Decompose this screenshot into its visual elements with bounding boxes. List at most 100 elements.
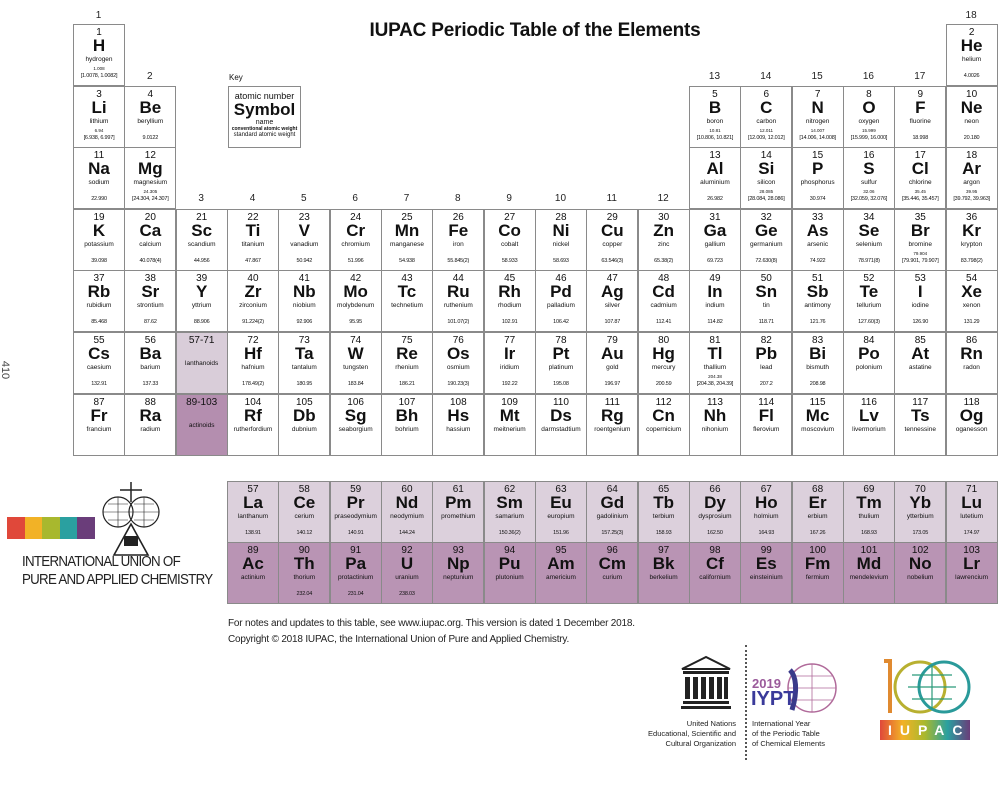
element-cell-ce[interactable]: 58 Ce cerium 140.12 [278,481,331,543]
element-cell-rg[interactable]: 111 Rg roentgenium [586,393,639,456]
element-cell-lr[interactable]: 103 Lr lawrencium [945,542,998,604]
element-cell-ts[interactable]: 117 Ts tennessine [894,393,947,456]
element-cell-pa[interactable]: 91 Pa protactinium 231.04 [329,542,382,604]
element-cell-lv[interactable]: 116 Lv livermorium [842,393,895,456]
element-cell-mn[interactable]: 25 Mn manganese 54.938 [380,208,433,271]
element-cell-ra[interactable]: 88 Ra radium [124,393,177,456]
element-cell-cl[interactable]: 17 Cl chlorine 35.45 [35.446, 35.457] [894,147,947,210]
element-cell-re[interactable]: 75 Re rhenium 186.21 [380,332,433,394]
element-cell-md[interactable]: 101 Md mendelevium [842,542,895,604]
element-cell-hf[interactable]: 72 Hf hafnium 178.49(2) [226,332,279,394]
element-cell-sm[interactable]: 62 Sm samarium 150.36(2) [483,481,536,543]
element-cell-sn[interactable]: 50 Sn tin 118.71 [740,270,793,333]
lanthanoids-placeholder[interactable]: 57-71 lanthanoids [175,332,228,394]
element-cell-pr[interactable]: 59 Pr praseodymium 140.91 [329,481,382,543]
element-cell-au[interactable]: 79 Au gold 196.97 [586,332,639,394]
element-cell-ni[interactable]: 28 Ni nickel 58.693 [534,208,587,271]
element-cell-cf[interactable]: 98 Cf californium [688,542,741,604]
element-cell-cd[interactable]: 48 Cd cadmium 112.41 [637,270,690,333]
element-cell-tm[interactable]: 69 Tm thulium 168.93 [842,481,895,543]
element-cell-bi[interactable]: 83 Bi bismuth 208.98 [791,332,844,394]
element-cell-nb[interactable]: 41 Nb niobium 92.906 [278,270,331,333]
element-cell-ir[interactable]: 77 Ir iridium 192.22 [483,332,536,394]
element-cell-og[interactable]: 118 Og oganesson [945,393,998,456]
element-cell-ge[interactable]: 32 Ge germanium 72.630(8) [740,208,793,271]
element-cell-er[interactable]: 68 Er erbium 167.26 [791,481,844,543]
element-cell-cu[interactable]: 29 Cu copper 63.546(3) [586,208,639,271]
element-cell-in[interactable]: 49 In indium 114.82 [688,270,741,333]
element-cell-la[interactable]: 57 La lanthanum 138.91 [226,481,279,543]
element-cell-cs[interactable]: 55 Cs caesium 132.91 [73,332,125,394]
element-cell-cm[interactable]: 96 Cm curium [586,542,639,604]
element-cell-am[interactable]: 95 Am americium [534,542,587,604]
element-cell-mc[interactable]: 115 Mc moscovium [791,393,844,456]
element-cell-he[interactable]: 2 He helium 4.0026 [945,24,998,86]
element-cell-mt[interactable]: 109 Mt meitnerium [483,393,536,456]
element-cell-bk[interactable]: 97 Bk berkelium [637,542,690,604]
element-cell-cn[interactable]: 112 Cn copernicium [637,393,690,456]
element-cell-no[interactable]: 102 No nobelium [894,542,947,604]
element-cell-po[interactable]: 84 Po polonium [842,332,895,394]
element-cell-ti[interactable]: 22 Ti titanium 47.867 [226,208,279,271]
element-cell-pm[interactable]: 61 Pm promethium [432,481,485,543]
element-cell-rn[interactable]: 86 Rn radon [945,332,998,394]
element-cell-xe[interactable]: 54 Xe xenon 131.29 [945,270,998,333]
element-cell-ta[interactable]: 73 Ta tantalum 180.95 [278,332,331,394]
element-cell-te[interactable]: 52 Te tellurium 127.60(3) [842,270,895,333]
element-cell-rf[interactable]: 104 Rf rutherfordium [226,393,279,456]
element-cell-be[interactable]: 4 Be beryllium 9.0122 [124,85,177,148]
element-cell-sc[interactable]: 21 Sc scandium 44.956 [175,208,228,271]
element-cell-hg[interactable]: 80 Hg mercury 200.59 [637,332,690,394]
element-cell-kr[interactable]: 36 Kr krypton 83.798(2) [945,208,998,271]
element-cell-fe[interactable]: 26 Fe iron 55.845(2) [432,208,485,271]
element-cell-fl[interactable]: 114 Fl flerovium [740,393,793,456]
element-cell-co[interactable]: 27 Co cobalt 58.933 [483,208,536,271]
element-cell-ar[interactable]: 18 Ar argon 39.95 [39.792, 39.963] [945,147,998,210]
element-cell-os[interactable]: 76 Os osmium 190.23(3) [432,332,485,394]
element-cell-nd[interactable]: 60 Nd neodymium 144.24 [380,481,433,543]
element-cell-sr[interactable]: 38 Sr strontium 87.62 [124,270,177,333]
element-cell-ru[interactable]: 44 Ru ruthenium 101.07(2) [432,270,485,333]
element-cell-ds[interactable]: 110 Ds darmstadtium [534,393,587,456]
element-cell-ac[interactable]: 89 Ac actinium [226,542,279,604]
element-cell-ba[interactable]: 56 Ba barium 137.33 [124,332,177,394]
element-cell-tl[interactable]: 81 Tl thallium 204.38 [204.38, 204.39] [688,332,741,394]
element-cell-yb[interactable]: 70 Yb ytterbium 173.05 [894,481,947,543]
element-cell-pb[interactable]: 82 Pb lead 207.2 [740,332,793,394]
element-cell-pt[interactable]: 78 Pt platinum 195.08 [534,332,587,394]
element-cell-ga[interactable]: 31 Ga gallium 69.723 [688,208,741,271]
element-cell-mo[interactable]: 42 Mo molybdenum 95.95 [329,270,382,333]
element-cell-br[interactable]: 35 Br bromine 79.904 [79.901, 79.907] [894,208,947,271]
element-cell-as[interactable]: 33 As arsenic 74.922 [791,208,844,271]
element-cell-pd[interactable]: 46 Pd palladium 106.42 [534,270,587,333]
element-cell-hs[interactable]: 108 Hs hassium [432,393,485,456]
element-cell-si[interactable]: 14 Si silicon 28.085 [28.084, 28.086] [740,147,793,210]
element-cell-tb[interactable]: 65 Tb terbium 158.93 [637,481,690,543]
element-cell-dy[interactable]: 66 Dy dysprosium 162.50 [688,481,741,543]
element-cell-ho[interactable]: 67 Ho holmium 164.93 [740,481,793,543]
element-cell-lu[interactable]: 71 Lu lutetium 174.97 [945,481,998,543]
element-cell-ag[interactable]: 47 Ag silver 107.87 [586,270,639,333]
element-cell-th[interactable]: 90 Th thorium 232.04 [278,542,331,604]
element-cell-db[interactable]: 105 Db dubnium [278,393,331,456]
element-cell-li[interactable]: 3 Li lithium 6.94 [6.938, 6.997] [73,85,125,148]
element-cell-ne[interactable]: 10 Ne neon 20.180 [945,85,998,148]
element-cell-cr[interactable]: 24 Cr chromium 51.996 [329,208,382,271]
element-cell-eu[interactable]: 63 Eu europium 151.96 [534,481,587,543]
element-cell-zr[interactable]: 40 Zr zirconium 91.224(2) [226,270,279,333]
element-cell-na[interactable]: 11 Na sodium 22.990 [73,147,125,210]
element-cell-sb[interactable]: 51 Sb antimony 121.76 [791,270,844,333]
actinoids-placeholder[interactable]: 89-103 actinoids [175,393,228,456]
element-cell-zn[interactable]: 30 Zn zinc 65.38(2) [637,208,690,271]
element-cell-nh[interactable]: 113 Nh nihonium [688,393,741,456]
